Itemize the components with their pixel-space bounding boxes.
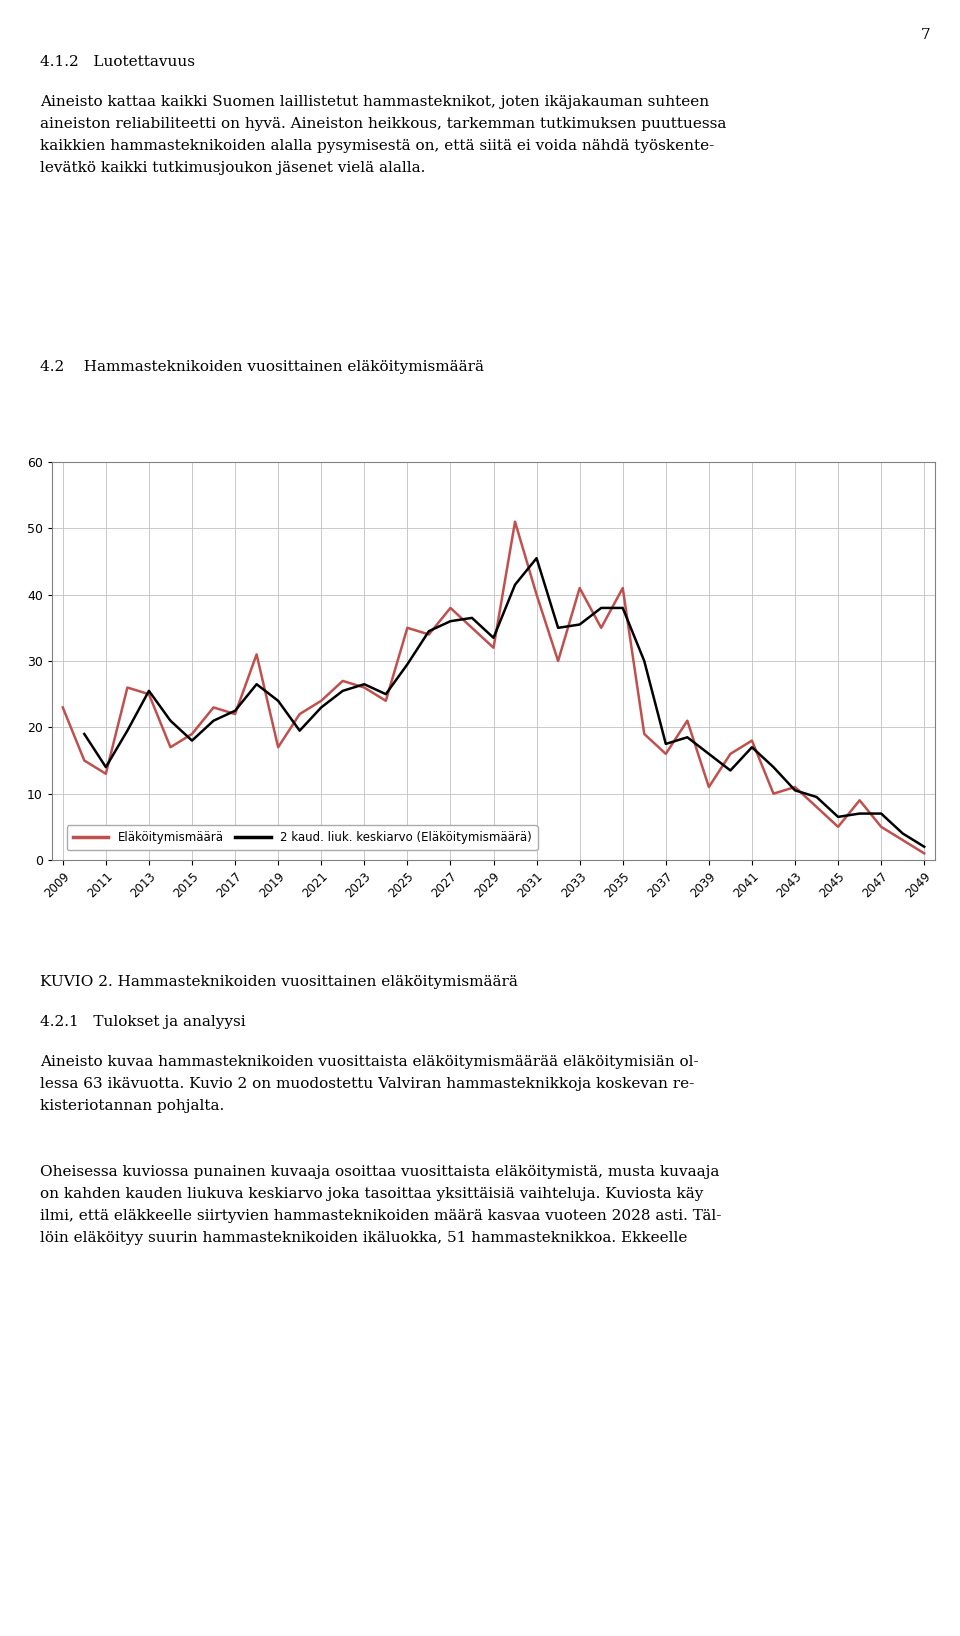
- Legend: Eläköitymismäärä, 2 kaud. liuk. keskiarvo (Eläköitymismäärä): Eläköitymismäärä, 2 kaud. liuk. keskiarv…: [67, 825, 538, 851]
- Text: löin eläköityy suurin hammasteknikoiden ikäluokka, 51 hammasteknikkoa. Ekkeelle: löin eläköityy suurin hammasteknikoiden …: [40, 1230, 687, 1245]
- Text: kaikkien hammasteknikoiden alalla pysymisestä on, että siitä ei voida nähdä työs: kaikkien hammasteknikoiden alalla pysymi…: [40, 139, 714, 154]
- Text: Aineisto kuvaa hammasteknikoiden vuosittaista eläköitymismäärää eläköitymisiän o: Aineisto kuvaa hammasteknikoiden vuositt…: [40, 1055, 699, 1068]
- Text: lessa 63 ikävuotta. Kuvio 2 on muodostettu Valviran hammasteknikkoja koskevan re: lessa 63 ikävuotta. Kuvio 2 on muodostet…: [40, 1076, 694, 1091]
- Text: aineiston reliabiliteetti on hyvä. Aineiston heikkous, tarkemman tutkimuksen puu: aineiston reliabiliteetti on hyvä. Ainei…: [40, 118, 727, 131]
- Text: kisteriotannan pohjalta.: kisteriotannan pohjalta.: [40, 1099, 225, 1112]
- Text: Oheisessa kuviossa punainen kuvaaja osoittaa vuosittaista eläköitymistä, musta k: Oheisessa kuviossa punainen kuvaaja osoi…: [40, 1165, 719, 1180]
- Text: 4.1.2   Luotettavuus: 4.1.2 Luotettavuus: [40, 56, 195, 69]
- Text: levätkö kaikki tutkimusjoukon jäsenet vielä alalla.: levätkö kaikki tutkimusjoukon jäsenet vi…: [40, 160, 425, 175]
- Text: on kahden kauden liukuva keskiarvo joka tasoittaa yksittäisiä vaihteluja. Kuvios: on kahden kauden liukuva keskiarvo joka …: [40, 1188, 704, 1201]
- Text: 4.2.1   Tulokset ja analyysi: 4.2.1 Tulokset ja analyysi: [40, 1014, 246, 1029]
- Text: Aineisto kattaa kaikki Suomen laillistetut hammasteknikot, joten ikäjakauman suh: Aineisto kattaa kaikki Suomen laillistet…: [40, 95, 709, 110]
- Text: KUVIO 2. Hammasteknikoiden vuosittainen eläköitymismäärä: KUVIO 2. Hammasteknikoiden vuosittainen …: [40, 975, 517, 990]
- Text: 4.2    Hammasteknikoiden vuosittainen eläköitymismäärä: 4.2 Hammasteknikoiden vuosittainen eläkö…: [40, 360, 484, 375]
- Text: ilmi, että eläkkeelle siirtyvien hammasteknikoiden määrä kasvaa vuoteen 2028 ast: ilmi, että eläkkeelle siirtyvien hammast…: [40, 1209, 721, 1224]
- Text: 7: 7: [921, 28, 930, 43]
